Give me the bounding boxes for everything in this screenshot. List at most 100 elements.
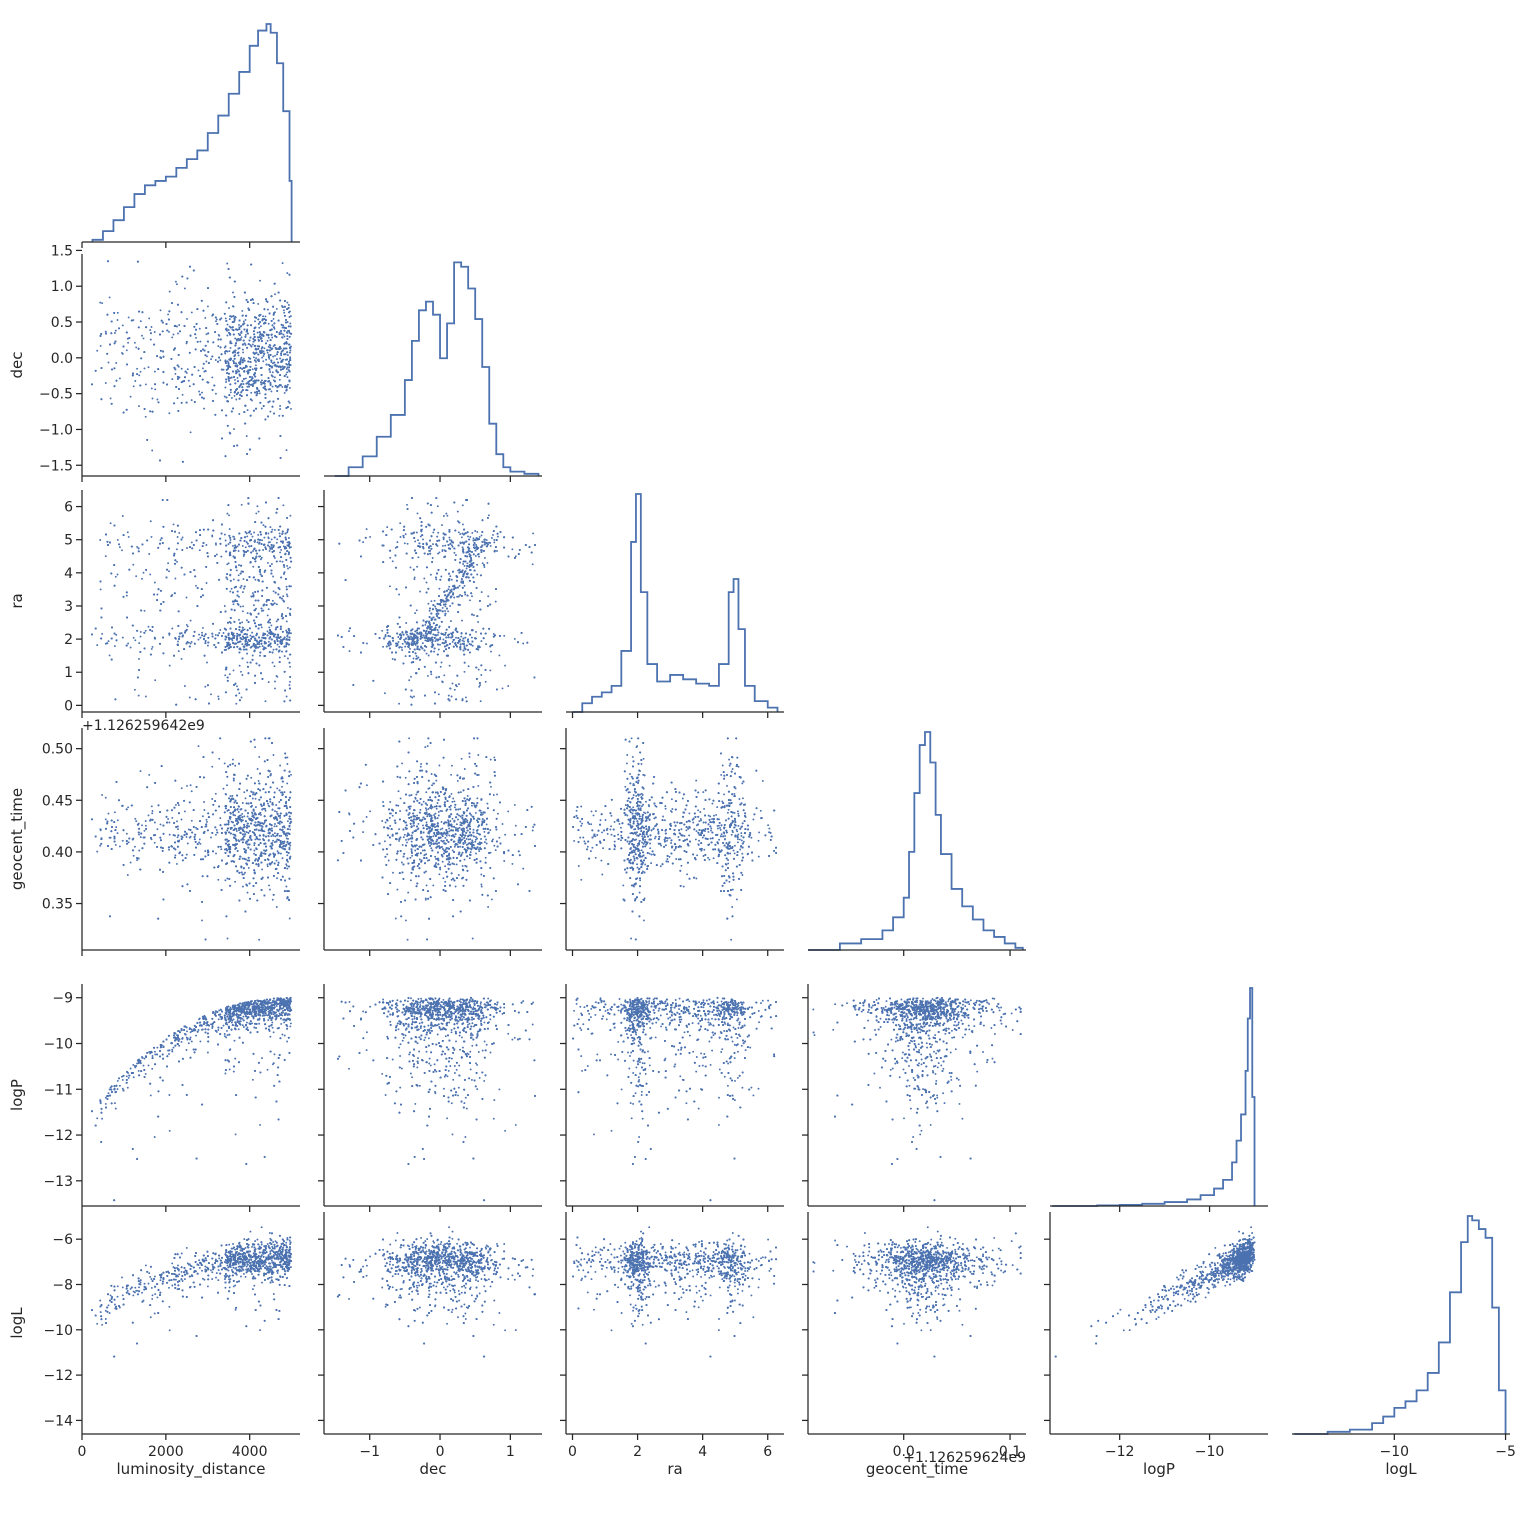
- scatter-point: [160, 350, 162, 352]
- scatter-point: [228, 307, 230, 309]
- scatter-point: [273, 326, 275, 328]
- scatter-point: [227, 360, 229, 362]
- scatter-point: [290, 561, 292, 563]
- scatter-point: [181, 567, 183, 569]
- scatter-point: [274, 557, 276, 559]
- scatter-point: [244, 540, 246, 542]
- scatter-point: [240, 358, 242, 360]
- scatter-point: [170, 358, 172, 360]
- scatter-point: [244, 586, 246, 588]
- scatter-point: [288, 553, 290, 555]
- scatter-point: [203, 529, 205, 531]
- scatter-point: [268, 380, 270, 382]
- scatter-point: [206, 662, 208, 664]
- scatter-point: [245, 546, 247, 548]
- scatter-point: [218, 357, 220, 359]
- scatter-point: [210, 693, 212, 695]
- scatter-point: [176, 561, 178, 563]
- scatter-point: [268, 358, 270, 360]
- scatter-point: [233, 684, 235, 686]
- scatter-point: [194, 366, 196, 368]
- scatter-point: [131, 320, 133, 322]
- scatter-point: [284, 300, 286, 302]
- scatter-point: [270, 359, 272, 361]
- scatter-point: [255, 599, 257, 601]
- scatter-point: [144, 610, 146, 612]
- scatter-point: [274, 344, 276, 346]
- scatter-point: [246, 330, 248, 332]
- scatter-point: [286, 351, 288, 353]
- scatter-point: [257, 336, 259, 338]
- scatter-point: [286, 449, 288, 451]
- scatter-point: [162, 330, 164, 332]
- scatter-point: [230, 327, 232, 329]
- scatter-point: [224, 387, 226, 389]
- scatter-point: [143, 572, 145, 574]
- scatter-point: [138, 326, 140, 328]
- scatter-point: [230, 539, 232, 541]
- scatter-point: [140, 357, 142, 359]
- scatter-point: [272, 662, 274, 664]
- scatter-point: [244, 633, 246, 635]
- scatter-point: [168, 412, 170, 414]
- scatter-point: [258, 511, 260, 513]
- scatter-point: [225, 350, 227, 352]
- scatter-point: [242, 591, 244, 593]
- scatter-point: [260, 381, 262, 383]
- scatter-point: [255, 364, 257, 366]
- scatter-point: [268, 542, 270, 544]
- scatter-point: [277, 351, 279, 353]
- scatter-point: [202, 379, 204, 381]
- scatter-point: [260, 643, 262, 645]
- scatter-point: [243, 555, 245, 557]
- scatter-point: [204, 642, 206, 644]
- scatter-point: [229, 277, 231, 279]
- scatter-point: [278, 292, 280, 294]
- scatter-point: [280, 576, 282, 578]
- scatter-point: [282, 530, 284, 532]
- scatter-point: [225, 455, 227, 457]
- scatter-point: [259, 321, 261, 323]
- scatter-point: [229, 621, 231, 623]
- scatter-point: [261, 346, 263, 348]
- scatter-point: [117, 312, 119, 314]
- scatter-point: [279, 661, 281, 663]
- scatter-point: [212, 314, 214, 316]
- scatter-point: [252, 299, 254, 301]
- scatter-point: [276, 358, 278, 360]
- scatter-point: [232, 371, 234, 373]
- scatter-point: [144, 367, 146, 369]
- scatter-point: [274, 537, 276, 539]
- scatter-point: [254, 638, 256, 640]
- scatter-point: [207, 332, 209, 334]
- scatter-point: [286, 586, 288, 588]
- scatter-point: [245, 389, 247, 391]
- scatter-point: [279, 374, 281, 376]
- scatter-point: [250, 299, 252, 301]
- scatter-point: [266, 604, 268, 606]
- scatter-point: [271, 569, 273, 571]
- scatter-point: [203, 310, 205, 312]
- scatter-point: [259, 531, 261, 533]
- scatter-point: [118, 543, 120, 545]
- scatter-point: [284, 386, 286, 388]
- scatter-point: [279, 346, 281, 348]
- scatter-point: [282, 595, 284, 597]
- scatter-point: [162, 371, 164, 373]
- scatter-point: [261, 610, 263, 612]
- scatter-point: [145, 326, 147, 328]
- scatter-point: [267, 562, 269, 564]
- scatter-point: [150, 654, 152, 656]
- scatter-point: [196, 308, 198, 310]
- scatter-point: [151, 326, 153, 328]
- scatter-point: [250, 533, 252, 535]
- scatter-point: [237, 377, 239, 379]
- scatter-point: [258, 379, 260, 381]
- scatter-point: [148, 366, 150, 368]
- scatter-point: [235, 703, 237, 705]
- scatter-point: [288, 344, 290, 346]
- scatter-point: [243, 367, 245, 369]
- scatter-point: [232, 536, 234, 538]
- scatter-point: [173, 367, 175, 369]
